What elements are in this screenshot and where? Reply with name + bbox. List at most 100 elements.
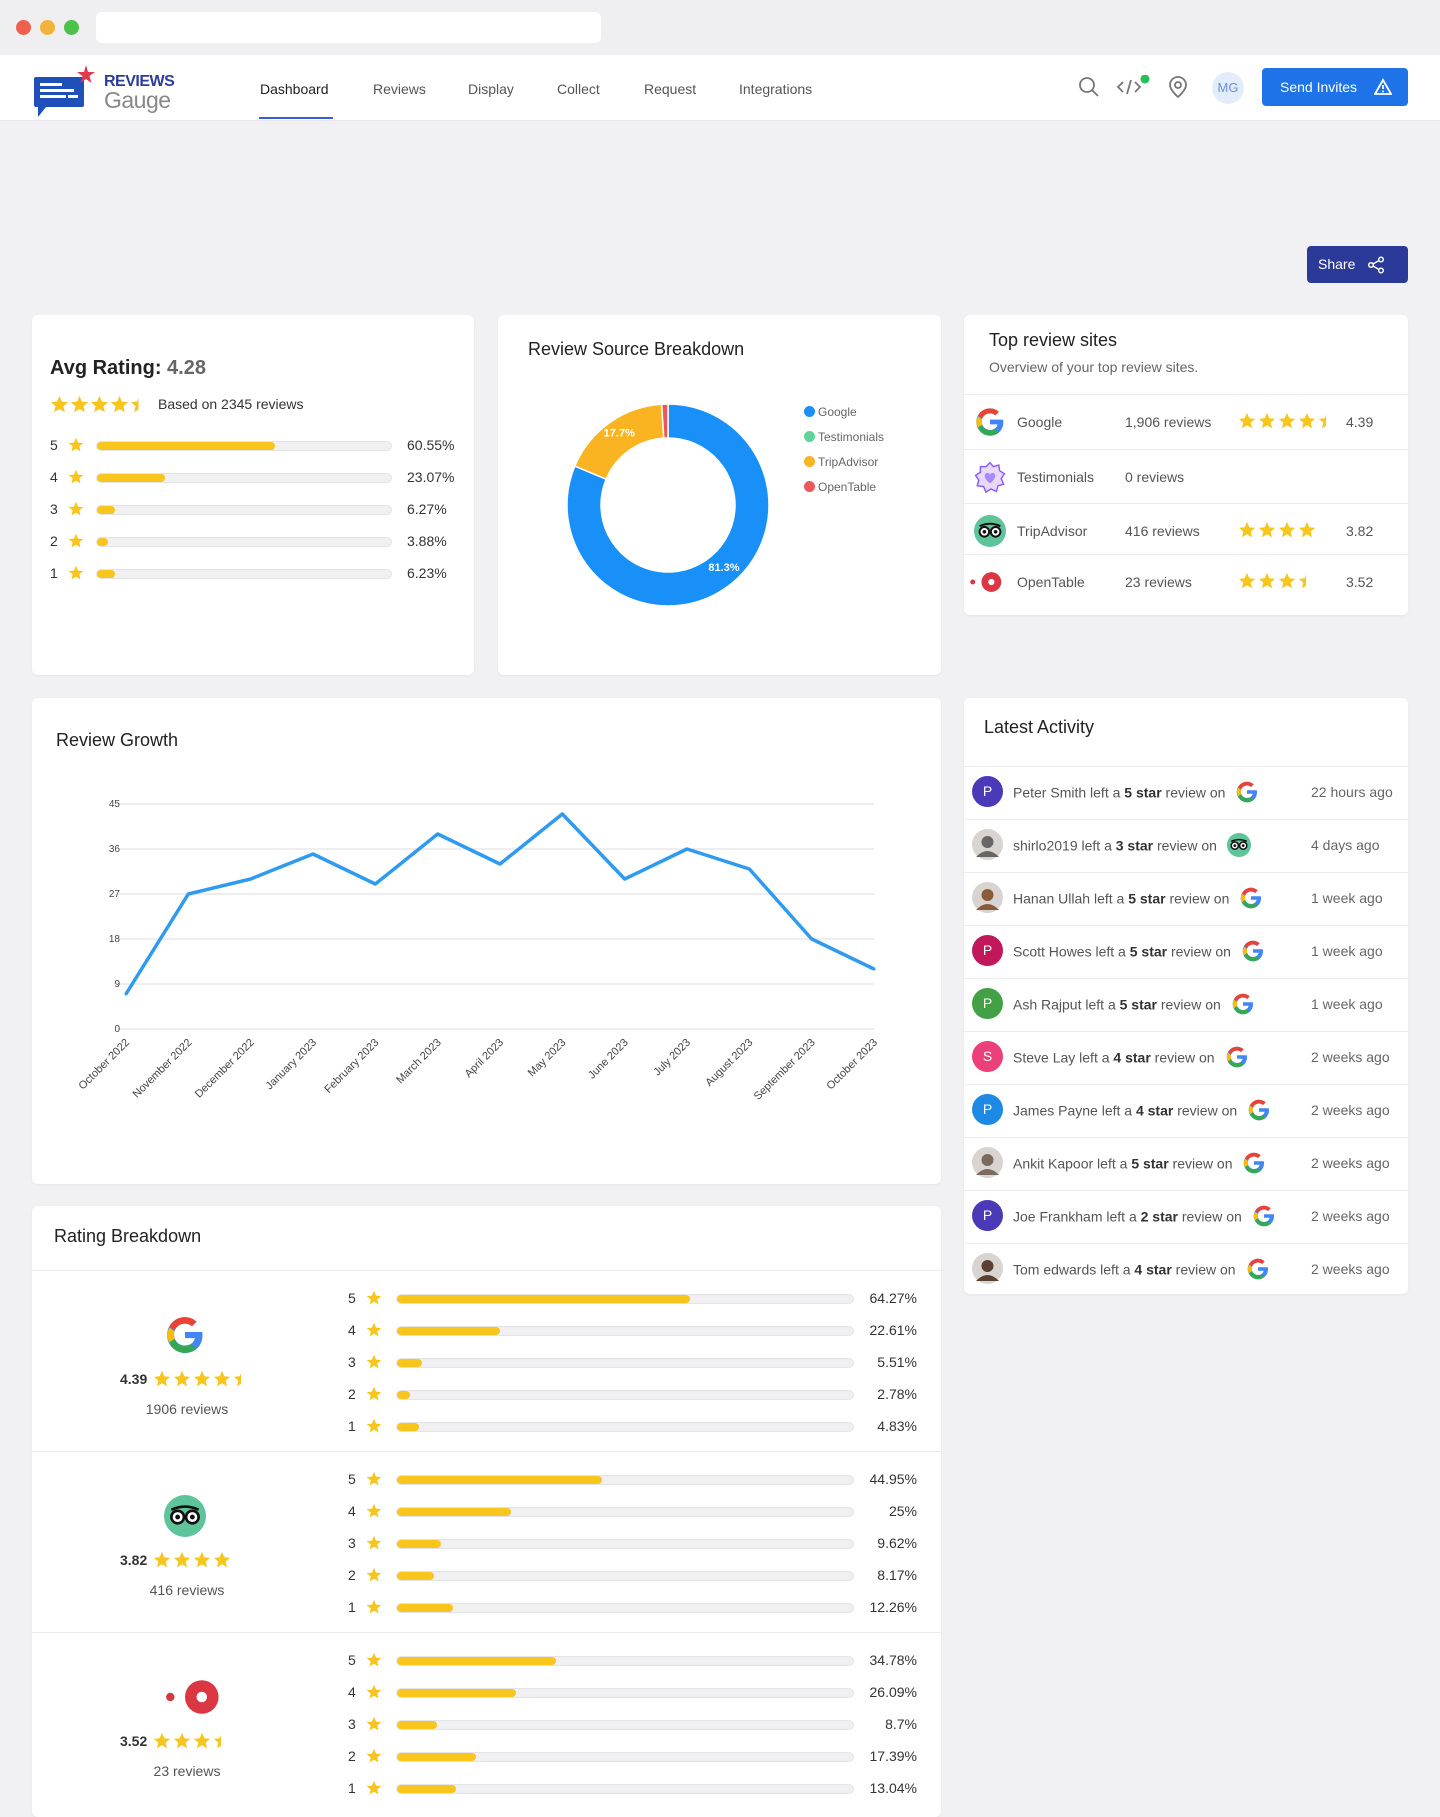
avg-row-star-number: 4 bbox=[50, 469, 58, 485]
legend-item-testimonials[interactable]: Testimonials bbox=[804, 428, 884, 446]
divider bbox=[32, 1632, 941, 1633]
nav-dashboard[interactable]: Dashboard bbox=[260, 81, 329, 97]
activity-item[interactable]: P James Payne left a 4 star review on 2 we… bbox=[964, 1084, 1408, 1137]
activity-reviewer: Hanan Ullah bbox=[1013, 890, 1091, 907]
growth-data-point[interactable] bbox=[747, 867, 751, 871]
rating-star-icon bbox=[1258, 572, 1276, 589]
divider bbox=[964, 503, 1408, 504]
breakdown-bar-fill bbox=[397, 1391, 410, 1399]
star-icon bbox=[366, 1471, 382, 1486]
activity-item[interactable]: S Steve Lay left a 4 star review on 2 week… bbox=[964, 1031, 1408, 1084]
divider bbox=[964, 449, 1408, 450]
growth-data-point[interactable] bbox=[498, 862, 502, 866]
activity-item[interactable]: P Peter Smith left a 5 star review on 22 h… bbox=[964, 766, 1408, 819]
activity-time: 2 weeks ago bbox=[1311, 1049, 1390, 1065]
breakdown-percent: 26.09% bbox=[869, 1684, 917, 1700]
avg-row-star-number: 5 bbox=[50, 437, 58, 453]
activity-text-mid: left a bbox=[1102, 1208, 1141, 1225]
divider bbox=[964, 1243, 1408, 1244]
google-icon bbox=[1253, 1205, 1274, 1227]
send-invites-button[interactable]: Send Invites bbox=[1262, 68, 1408, 106]
avg-rating-value: 4.28 bbox=[167, 357, 206, 379]
legend-item-opentable[interactable]: OpenTable bbox=[804, 478, 876, 496]
breakdown-site-block: 3.52 23 reviews 5 34.78% 4 26.09% 3 8.7% 2 17.39%… bbox=[32, 1632, 941, 1813]
growth-data-point[interactable] bbox=[872, 967, 876, 971]
activity-time: 2 weeks ago bbox=[1311, 1155, 1390, 1171]
reviewsgauge-logo[interactable]: REVIEWS Gauge bbox=[32, 61, 182, 117]
location-pin-icon[interactable] bbox=[1166, 75, 1190, 99]
top-site-row[interactable]: Google 1,906 reviews 4.39 bbox=[964, 403, 1408, 443]
nav-request[interactable]: Request bbox=[644, 81, 697, 97]
growth-data-point[interactable] bbox=[623, 877, 627, 881]
breakdown-rating-row: 3.82 bbox=[120, 1551, 233, 1569]
top-site-row[interactable]: TripAdvisor 416 reviews 3.82 bbox=[964, 512, 1408, 552]
activity-item[interactable]: Hanan Ullah left a 5 star review on 1 wee… bbox=[964, 872, 1408, 925]
activity-item[interactable]: P Scott Howes left a 5 star review on 1 we… bbox=[964, 925, 1408, 978]
growth-data-point[interactable] bbox=[560, 812, 564, 816]
legend-label: OpenTable bbox=[818, 479, 877, 494]
divider bbox=[964, 1031, 1408, 1032]
activity-item[interactable]: Tom edwards left a 4 star review on 2 wee… bbox=[964, 1243, 1408, 1296]
share-icon bbox=[1367, 256, 1385, 274]
rating-star-icon bbox=[174, 1370, 191, 1387]
activity-item[interactable]: Ankit Kapoor left a 5 star review on 2 we… bbox=[964, 1137, 1408, 1190]
close-window-dot[interactable] bbox=[16, 20, 31, 35]
rating-star-icon bbox=[234, 1372, 242, 1387]
growth-data-point[interactable] bbox=[810, 937, 814, 941]
activity-time: 4 days ago bbox=[1311, 837, 1380, 853]
top-site-stars bbox=[1238, 412, 1338, 432]
top-site-row[interactable]: OpenTable 23 reviews 3.52 bbox=[964, 563, 1408, 603]
legend-label: TripAdvisor bbox=[818, 454, 879, 469]
maximize-window-dot[interactable] bbox=[64, 20, 79, 35]
growth-data-point[interactable] bbox=[124, 992, 128, 996]
share-button[interactable]: Share bbox=[1307, 246, 1408, 283]
breakdown-percent: 8.7% bbox=[885, 1716, 917, 1732]
nav-display[interactable]: Display bbox=[468, 81, 514, 97]
growth-data-point[interactable] bbox=[436, 832, 440, 836]
donut-slice-tripadvisor[interactable] bbox=[573, 403, 665, 481]
growth-data-point[interactable] bbox=[186, 892, 190, 896]
top-site-rating: 3.52 bbox=[1346, 574, 1374, 590]
address-bar[interactable] bbox=[96, 12, 601, 43]
rating-star-icon bbox=[1238, 572, 1256, 589]
nav-reviews[interactable]: Reviews bbox=[373, 81, 426, 97]
breakdown-star-number: 1 bbox=[348, 1780, 356, 1796]
avg-based-on: Based on 2345 reviews bbox=[158, 396, 304, 412]
send-invites-label: Send Invites bbox=[1280, 79, 1358, 95]
divider bbox=[964, 978, 1408, 979]
breakdown-star-number: 5 bbox=[348, 1652, 356, 1668]
y-tick-label: 27 bbox=[109, 889, 121, 900]
nav-integrations[interactable]: Integrations bbox=[739, 81, 813, 97]
growth-data-point[interactable] bbox=[311, 852, 315, 856]
activity-item[interactable]: shirlo2019 left a 3 star review on 4 days… bbox=[964, 819, 1408, 872]
breakdown-bar bbox=[396, 1475, 854, 1485]
rating-star-icon bbox=[154, 1551, 171, 1568]
x-tick-label: August 2023 bbox=[703, 1037, 755, 1089]
nav-collect[interactable]: Collect bbox=[557, 81, 600, 97]
top-site-reviews: 0 reviews bbox=[1125, 469, 1185, 485]
avg-row-bar-fill bbox=[97, 506, 116, 514]
breakdown-bar-fill bbox=[397, 1359, 423, 1367]
activity-reviewer: Steve Lay bbox=[1013, 1049, 1076, 1066]
rating-star-icon bbox=[1278, 572, 1296, 589]
breakdown-percent: 9.62% bbox=[877, 1535, 917, 1551]
growth-data-point[interactable] bbox=[373, 882, 377, 886]
donut-slice-opentable[interactable] bbox=[660, 403, 669, 439]
user-avatar[interactable]: MG bbox=[1212, 72, 1244, 104]
growth-data-point[interactable] bbox=[249, 877, 253, 881]
activity-item[interactable]: P Ash Rajput left a 5 star review on 1 wee… bbox=[964, 978, 1408, 1031]
breakdown-review-count: 416 reviews bbox=[149, 1582, 225, 1598]
legend-item-google[interactable]: Google bbox=[804, 403, 857, 421]
activity-item[interactable]: P Joe Frankham left a 2 star review on 2 w… bbox=[964, 1190, 1408, 1243]
legend-swatch bbox=[804, 456, 815, 468]
search-icon[interactable] bbox=[1077, 75, 1101, 99]
legend-item-tripadvisor[interactable]: TripAdvisor bbox=[804, 453, 878, 471]
embed-code-icon[interactable] bbox=[1116, 75, 1150, 99]
donut-slice-google[interactable] bbox=[566, 403, 770, 607]
growth-data-point[interactable] bbox=[685, 847, 689, 851]
latest-activity-title: Latest Activity bbox=[984, 717, 1095, 737]
minimize-window-dot[interactable] bbox=[40, 20, 55, 35]
top-site-row[interactable]: Testimonials 0 reviews bbox=[964, 458, 1408, 498]
breakdown-percent: 22.61% bbox=[869, 1322, 917, 1338]
star-icon bbox=[366, 1567, 382, 1582]
